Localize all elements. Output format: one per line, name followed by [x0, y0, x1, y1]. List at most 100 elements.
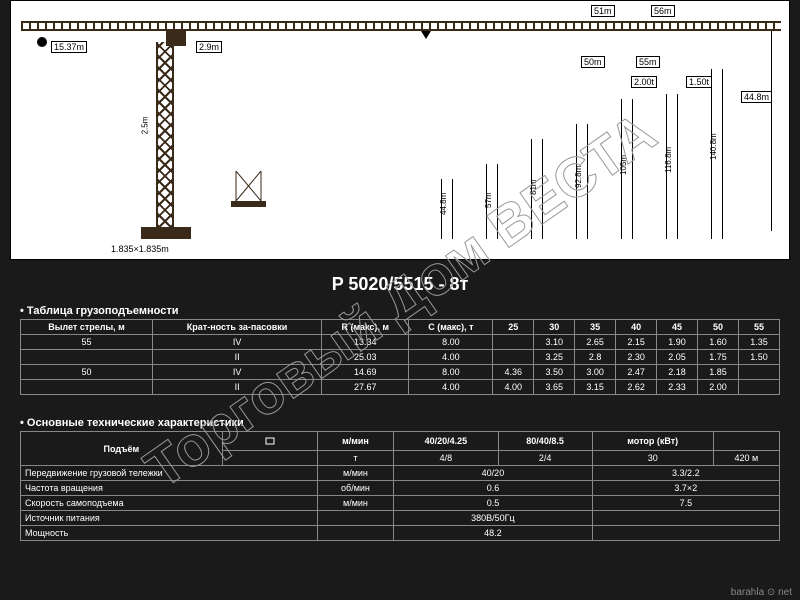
cell: 3.50	[534, 365, 575, 380]
col-header: 80/40/8.5	[498, 432, 592, 451]
col-header: 55	[738, 320, 779, 335]
cell: 2.33	[657, 380, 698, 395]
table-row: Передвижение грузовой тележким/мин40/203…	[21, 466, 780, 481]
height-line	[771, 31, 772, 231]
cell: 3.65	[534, 380, 575, 395]
col-header: 40/20/4.25	[394, 432, 498, 451]
height-bar-label: 105m	[619, 155, 628, 175]
cell: 13.34	[322, 335, 409, 350]
cell: IV	[153, 365, 322, 380]
load-mark: 50m	[581, 56, 605, 68]
col-header: Вылет стрелы, м	[21, 320, 153, 335]
cell	[21, 380, 153, 395]
row-label: Скорость самоподъема	[21, 496, 318, 511]
bogie-icon	[231, 171, 266, 211]
crane-cab	[166, 31, 186, 46]
col-header	[713, 432, 779, 451]
cell: 1.60	[698, 335, 739, 350]
cell: II	[153, 350, 322, 365]
cell	[592, 526, 779, 541]
col-header: м/мин	[317, 432, 394, 451]
cell: м/мин	[317, 496, 394, 511]
row-label: Источник питания	[21, 511, 318, 526]
row-label: Передвижение грузовой тележки	[21, 466, 318, 481]
cell: 2.05	[657, 350, 698, 365]
cell: 25.03	[322, 350, 409, 365]
col-header: 30	[534, 320, 575, 335]
height-bar-label: 57m	[484, 192, 493, 208]
cell: 3.00	[575, 365, 616, 380]
cell: 2.47	[616, 365, 657, 380]
table-row: 50IV14.698.004.363.503.002.472.181.85	[21, 365, 780, 380]
table-row: Мощность48.2	[21, 526, 780, 541]
cell: IV	[153, 335, 322, 350]
crane-mast	[156, 42, 174, 227]
height-bar-label: 44.8m	[439, 193, 448, 215]
sub-header: 4/8	[394, 451, 498, 466]
table-row: II27.674.004.003.653.152.622.332.00	[21, 380, 780, 395]
model-title: P 5020/5515 - 8т	[20, 274, 780, 295]
cell: 8.00	[409, 365, 493, 380]
cell: 0.6	[394, 481, 592, 496]
table-row: Частота вращенияоб/мин0.63.7×2	[21, 481, 780, 496]
cell: 2.8	[575, 350, 616, 365]
cell: 3.10	[534, 335, 575, 350]
load-table: Вылет стрелы, мКрат-ность за-пасовкиR (м…	[20, 319, 780, 395]
col-header: R (макс), м	[322, 320, 409, 335]
load-mark: 1.50t	[686, 76, 712, 88]
col-header: 45	[657, 320, 698, 335]
cell: 2.30	[616, 350, 657, 365]
cell	[493, 350, 534, 365]
cell: 0.5	[394, 496, 592, 511]
spec-table: Подъёмм/мин40/20/4.2580/40/8.5мотор (кВт…	[20, 431, 780, 541]
cell: 1.35	[738, 335, 779, 350]
cell: 3.3/2.2	[592, 466, 779, 481]
height-bar-label: 81m	[529, 179, 538, 195]
cell: 3.15	[575, 380, 616, 395]
cell: 1.50	[738, 350, 779, 365]
table-row: Скорость самоподъемам/мин0.57.5	[21, 496, 780, 511]
cell: 2.18	[657, 365, 698, 380]
col-header	[222, 432, 317, 451]
height-bar-label: 92.8m	[574, 165, 583, 187]
load-mark: 2.00t	[631, 76, 657, 88]
jib-mark: 56m	[651, 5, 675, 17]
load-mark: 55m	[636, 56, 660, 68]
cell	[317, 511, 394, 526]
dim-counter-jib: 15.37m	[51, 41, 87, 53]
cell: 4.36	[493, 365, 534, 380]
cell: 40/20	[394, 466, 592, 481]
cell	[493, 335, 534, 350]
cell: об/мин	[317, 481, 394, 496]
cell: 4.00	[409, 350, 493, 365]
cell: 14.69	[322, 365, 409, 380]
cell: II	[153, 380, 322, 395]
cell: 50	[21, 365, 153, 380]
trolley-icon	[421, 31, 431, 41]
cell: 2.62	[616, 380, 657, 395]
sub-header: 2/4	[498, 451, 592, 466]
footer-credit: barahla ⊙ net	[731, 587, 792, 598]
table1-title: • Таблица грузоподъемности	[20, 301, 780, 319]
col-header: 25	[493, 320, 534, 335]
jib-mark: 51m	[591, 5, 615, 17]
col-header: 50	[698, 320, 739, 335]
spec-section: P 5020/5515 - 8т • Таблица грузоподъемно…	[0, 260, 800, 545]
cell	[317, 526, 394, 541]
cell: 2.65	[575, 335, 616, 350]
col-header: C (макс), т	[409, 320, 493, 335]
sub-header: т	[317, 451, 394, 466]
cell: 4.00	[409, 380, 493, 395]
table-row: II25.034.003.252.82.302.051.751.50	[21, 350, 780, 365]
sub-header: 30	[592, 451, 713, 466]
table-row: Источник питания380В/50Гц	[21, 511, 780, 526]
cell: 4.00	[493, 380, 534, 395]
col-header: 35	[575, 320, 616, 335]
row-label: Частота вращения	[21, 481, 318, 496]
height-bar-label: 140.8m	[709, 133, 718, 160]
cell: 48.2	[394, 526, 592, 541]
crane-jib	[21, 21, 781, 31]
dim-base: 1.835×1.835m	[111, 244, 169, 254]
cell: 2.00	[698, 380, 739, 395]
dim-cab: 2.9m	[196, 41, 222, 53]
